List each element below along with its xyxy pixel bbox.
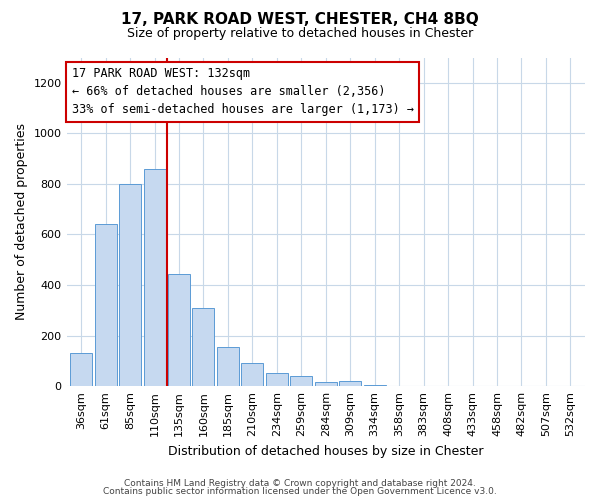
X-axis label: Distribution of detached houses by size in Chester: Distribution of detached houses by size … xyxy=(168,444,484,458)
Bar xyxy=(290,376,313,386)
Bar xyxy=(315,382,337,386)
Text: 17 PARK ROAD WEST: 132sqm
← 66% of detached houses are smaller (2,356)
33% of se: 17 PARK ROAD WEST: 132sqm ← 66% of detac… xyxy=(72,68,414,116)
Bar xyxy=(339,381,361,386)
Text: Contains HM Land Registry data © Crown copyright and database right 2024.: Contains HM Land Registry data © Crown c… xyxy=(124,478,476,488)
Bar xyxy=(364,385,386,386)
Bar xyxy=(70,354,92,386)
Bar xyxy=(217,347,239,386)
Bar xyxy=(193,308,214,386)
Text: Size of property relative to detached houses in Chester: Size of property relative to detached ho… xyxy=(127,28,473,40)
Bar xyxy=(241,364,263,386)
Bar xyxy=(168,274,190,386)
Bar xyxy=(143,168,166,386)
Bar xyxy=(266,373,288,386)
Y-axis label: Number of detached properties: Number of detached properties xyxy=(15,124,28,320)
Text: 17, PARK ROAD WEST, CHESTER, CH4 8BQ: 17, PARK ROAD WEST, CHESTER, CH4 8BQ xyxy=(121,12,479,28)
Text: Contains public sector information licensed under the Open Government Licence v3: Contains public sector information licen… xyxy=(103,487,497,496)
Bar xyxy=(95,224,116,386)
Bar xyxy=(119,184,141,386)
